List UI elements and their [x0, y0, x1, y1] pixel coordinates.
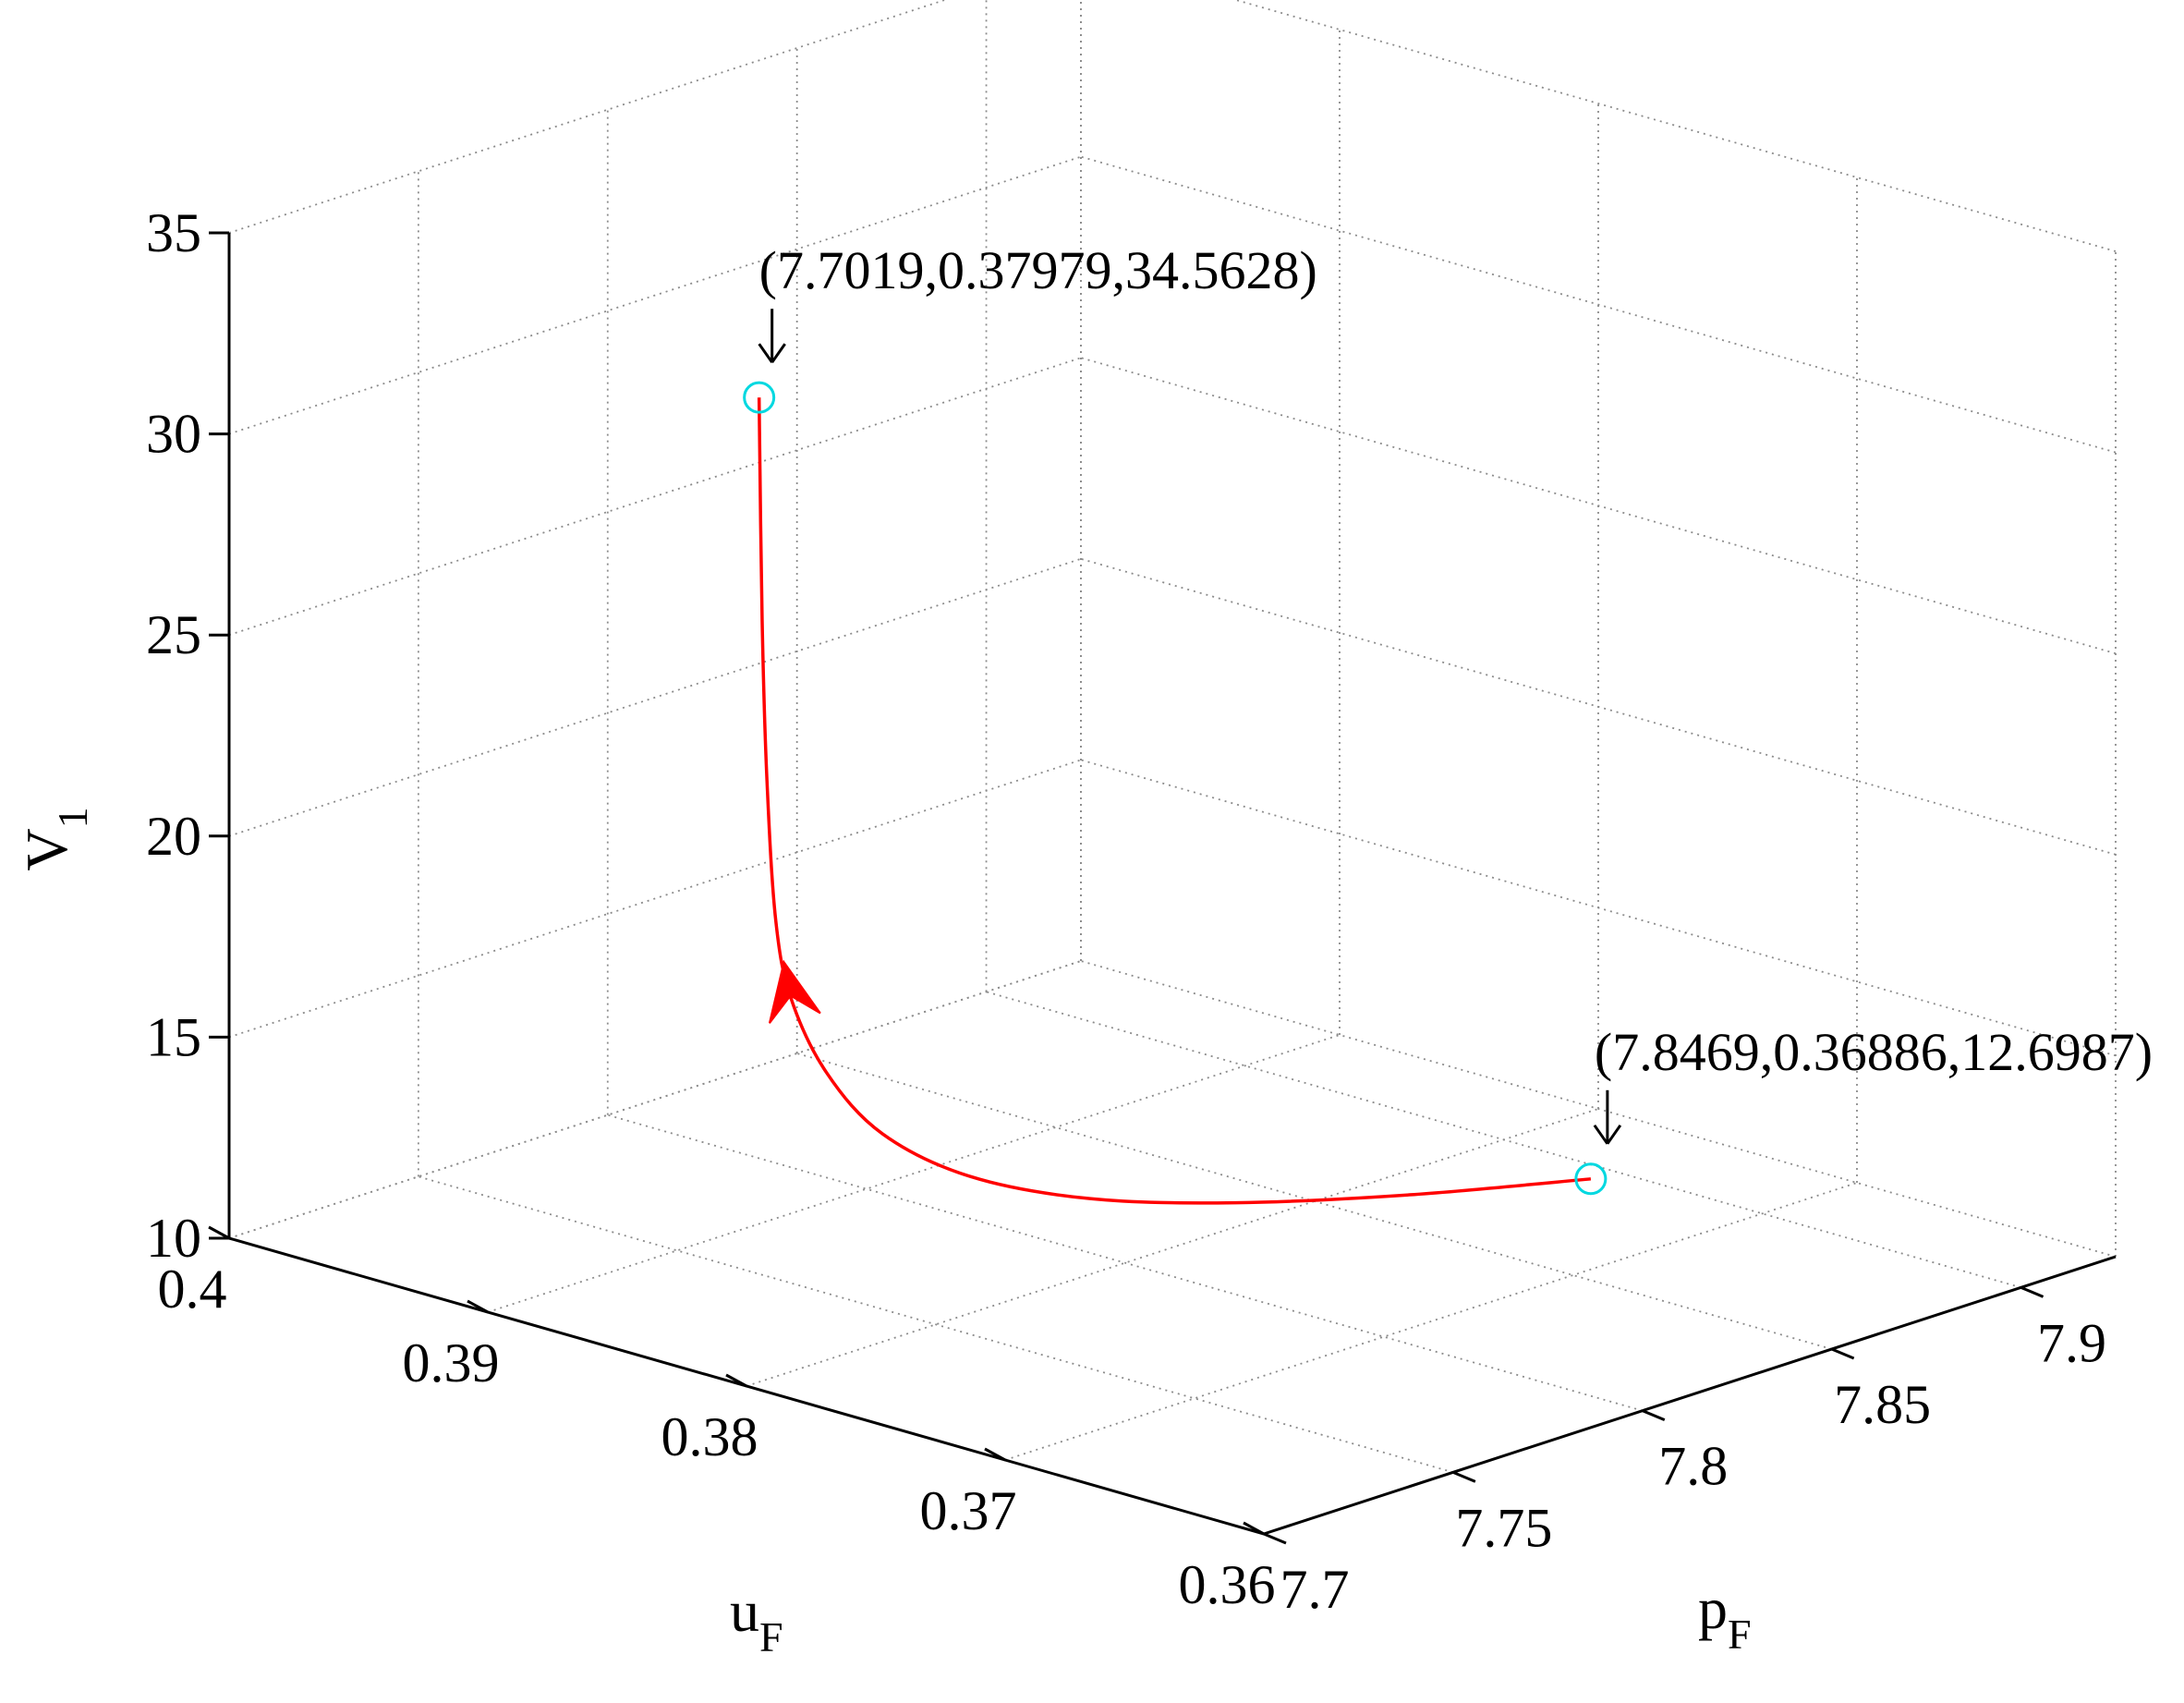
grid-line-z-wall-y	[228, 0, 948, 234]
y-tick	[208, 1225, 230, 1240]
x-tick-label: 7.9	[2037, 1312, 2106, 1373]
y-tick-label: 0.39	[403, 1332, 500, 1393]
y-tick-label: 0.37	[920, 1480, 1017, 1541]
z-tick-label: 20	[146, 806, 201, 867]
x-tick	[2020, 1285, 2044, 1298]
point-marker	[1574, 1162, 1608, 1196]
x-tick-label: 7.75	[1455, 1497, 1552, 1558]
grid-line-z-wall-x	[1080, 155, 2117, 454]
y-tick-label: 0.36	[1179, 1554, 1276, 1615]
z-tick-label: 15	[146, 1006, 201, 1067]
y-tick	[1243, 1521, 1265, 1536]
direction-arrow	[768, 959, 821, 1024]
label-layer: V1 uF pF 10 15 20 25 30 35 0.36 0.37 0.38 0.39 0.4…	[14, 202, 2153, 1660]
annotation-arrow-head	[1606, 1124, 1622, 1145]
grid-line-x-floor	[607, 1113, 1644, 1412]
x-tick	[1452, 1470, 1476, 1483]
grid-line-y-floor	[1004, 1182, 1858, 1461]
y-axis-label: uF	[730, 1578, 783, 1660]
x-axis-line	[1263, 1255, 2117, 1536]
z-tick-label: 35	[146, 202, 201, 263]
grid-line-z-wall-y	[228, 960, 1082, 1239]
annotation-label: (7.8469,0.36886,12.6987)	[1595, 1022, 2153, 1082]
z-tick-label: 10	[146, 1208, 201, 1269]
grid-line-z-wall-x	[1080, 960, 2117, 1258]
z-tick-label: 30	[146, 404, 201, 465]
grid-line-z-wall-y	[228, 557, 1082, 837]
point-marker	[743, 381, 776, 414]
axis-layer	[208, 231, 2117, 1545]
x-tick	[1642, 1409, 1666, 1422]
x-tick-label: 7.8	[1658, 1436, 1728, 1497]
grid-line-z-wall-y	[228, 155, 1082, 435]
y-tick-label: 0.4	[158, 1259, 227, 1320]
series-layer	[743, 381, 1608, 1205]
x-tick	[1263, 1532, 1287, 1545]
grid-line-y-floor	[746, 1108, 1599, 1387]
annotation-label: (7.7019,0.37979,34.5628)	[759, 240, 1317, 300]
grid-line-z-wall-x	[1232, 0, 2117, 252]
z-tick-label: 25	[146, 604, 201, 665]
y-tick	[467, 1299, 489, 1314]
series-curve	[757, 397, 1592, 1205]
x-tick-label: 7.7	[1280, 1559, 1350, 1620]
grid-line-z-wall-y	[228, 357, 1082, 637]
y-tick	[984, 1447, 1006, 1462]
grid-line-z-wall-x	[1080, 759, 2117, 1057]
grid-line-z-wall-x	[1080, 357, 2117, 655]
grid-line-z-wall-x	[1080, 557, 2117, 856]
z-axis-label: V1	[14, 807, 96, 870]
y-tick	[725, 1373, 747, 1388]
annotation-arrow-head	[758, 343, 773, 364]
x-axis-label: pF	[1698, 1575, 1752, 1658]
grid-line-y-floor	[487, 1034, 1341, 1313]
annotation-arrow-head	[1593, 1124, 1609, 1145]
grid-line-x-floor	[418, 1175, 1454, 1474]
x-tick-label: 7.85	[1834, 1374, 1931, 1435]
y-tick-label: 0.38	[661, 1406, 758, 1467]
x-tick	[1831, 1347, 1855, 1360]
grid-line-z-wall-y	[228, 759, 1082, 1039]
annotation-arrow-head	[770, 343, 786, 364]
